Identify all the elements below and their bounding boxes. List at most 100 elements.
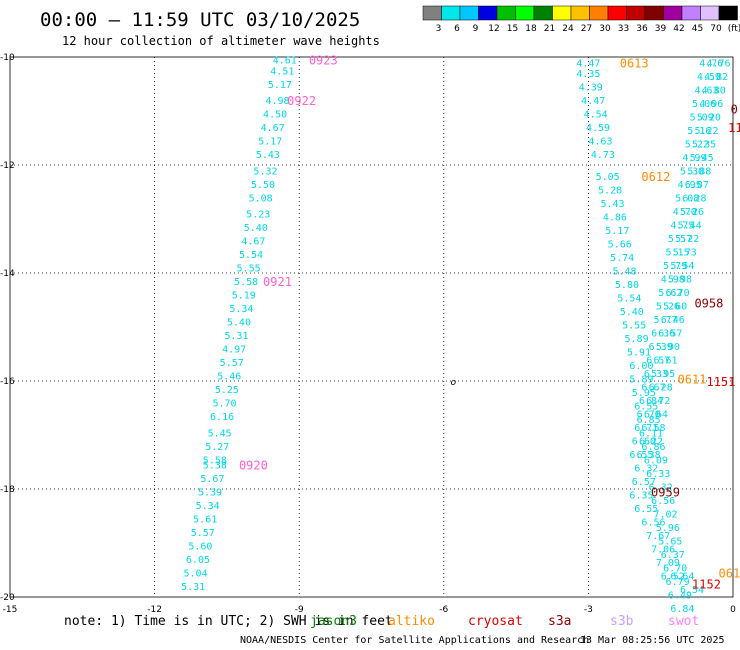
swh-value-label: 6.00 [629, 361, 653, 372]
swh-value-label: 6.67 [641, 382, 665, 393]
swh-value-label: 5.38 [203, 461, 227, 472]
swh-value-label: 5.79 [663, 261, 687, 272]
swh-value-label: 6.71 [634, 423, 658, 434]
y-tick-label: -12 [0, 161, 15, 171]
x-tick-label: -3 [584, 605, 593, 615]
swh-value-label: 5.98 [668, 274, 692, 285]
colorbar-swatch [644, 5, 664, 21]
swh-value-label: 5.08 [675, 193, 699, 204]
swh-value-label: 5.62 [658, 288, 682, 299]
swh-value-label: 6.11 [639, 428, 663, 439]
swh-value-label: 4.86 [603, 212, 627, 223]
swh-value-label: 5.65 [658, 536, 682, 547]
swh-value-label: 5.34 [196, 501, 220, 512]
swh-value-label: 5.57 [220, 358, 244, 369]
swh-value-label: 6.57 [632, 477, 656, 488]
x-tick-label: 0 [730, 605, 736, 615]
swh-value-label: 5.74 [610, 253, 634, 264]
swh-value-label: 6.70 [666, 288, 690, 299]
swh-value-label: 6.05 [186, 555, 210, 566]
swh-value-label: 5.17 [258, 137, 282, 148]
swh-value-label: 5.73 [673, 247, 697, 258]
swh-value-label: 5.40 [227, 318, 251, 329]
colorbar-swatch [570, 5, 590, 21]
colorbar-swatch [533, 5, 553, 21]
swh-value-label: 6.56 [641, 517, 665, 528]
swh-value-label: 4.67 [241, 237, 265, 248]
swh-value-label: 6.36 [651, 328, 675, 339]
swh-value-label: 7.02 [653, 509, 677, 520]
swh-value-label: 6.85 [637, 415, 661, 426]
y-tick-label: -16 [0, 377, 15, 387]
chart-subtitle: 12 hour collection of altimeter wave hei… [62, 34, 380, 48]
swh-value-label: 5.08 [249, 193, 273, 204]
colorbar-label: 42 [673, 24, 684, 34]
swh-value-label: 4.98 [661, 274, 685, 285]
swh-value-label: 4.63 [694, 85, 718, 96]
colorbar-label: 24 [562, 24, 574, 34]
pass-time-label: 1152 [692, 578, 721, 592]
swh-value-label: 6.61 [653, 355, 677, 366]
swh-value-label: 6.64 [644, 409, 668, 420]
colorbar-label: 12 [488, 24, 499, 34]
swh-value-label: 4.75 [670, 220, 694, 231]
pass-time-label: 0613 [620, 56, 649, 70]
swh-value-label: 5.31 [224, 331, 248, 342]
swh-value-label: 6.07 [685, 180, 709, 191]
y-tick-label: -18 [0, 485, 15, 495]
swh-value-label: 6.84 [639, 396, 663, 407]
generated-timestamp: 13 Mar 08:25:56 UTC 2025 [580, 635, 725, 646]
swh-value-label: 5.17 [605, 226, 629, 237]
x-tick-label: -6 [439, 605, 448, 615]
plot-axes: -15 -12 -9 -6 -3 0 -10 -12 -14 -16 -18 -20 [0, 53, 736, 615]
swh-value-label: 5.35 [692, 139, 716, 150]
track-swot: 4.614.51 5.17 4.98 4.50 4.67 5.17 5.43 5.32 5.50… [181, 54, 338, 594]
swh-value-label: 5.09 [690, 112, 714, 123]
satellite-legend: jason3 altiko cryosat s3a s3b swot [310, 614, 699, 629]
swh-value-label: 5.95 [632, 388, 656, 399]
pass-time-label: 0923 [309, 54, 338, 68]
swh-value-label: 4.82 [704, 72, 728, 83]
pass-time-label: 0921 [263, 275, 292, 289]
colorbar-label: 45 [692, 24, 703, 34]
colorbar-label: 30 [599, 24, 611, 34]
swh-value-label: 5.45 [690, 153, 714, 164]
swh-value-label: 5.66 [608, 239, 632, 250]
colorbar-label: 36 [636, 24, 648, 34]
swh-value-label: 7.09 [656, 558, 680, 569]
pass-time-label: 0611 [678, 372, 707, 386]
colorbar-swatch [681, 5, 701, 21]
colorbar-label: 9 [473, 24, 479, 34]
swh-value-label: 5.40 [244, 223, 268, 234]
swh-value-label: 5.48 [613, 266, 637, 277]
swh-value-label: 4.59 [697, 72, 721, 83]
swh-value-label: 4.80 [702, 85, 726, 96]
swh-value-label: 4.47 [581, 96, 605, 107]
swh-value-label: 5.50 [251, 180, 275, 191]
colorbar-swatch [478, 5, 498, 21]
swh-value-label: 4.98 [265, 96, 289, 107]
swh-value-label: 5.61 [193, 515, 217, 526]
swh-value-label: 5.54 [617, 293, 641, 304]
pass-time-label: 061 [719, 567, 740, 581]
swh-value-label: 5.55 [237, 264, 261, 275]
swh-value-label: 6.22 [639, 436, 663, 447]
swh-value-label: 4.97 [222, 345, 246, 356]
swh-value-label: 5.26 [656, 301, 680, 312]
plot-frame [9, 56, 734, 598]
swh-value-label: 6.46 [661, 315, 685, 326]
swh-value-label: 4.70 [673, 207, 697, 218]
center-marker-glyph: o [451, 378, 457, 388]
swh-value-label: 4.67 [261, 123, 285, 134]
swh-value-label: 5.60 [663, 301, 687, 312]
swh-value-label: 5.57 [668, 234, 692, 245]
colorbar-label: 39 [655, 24, 667, 34]
legend-item-cryosat: cryosat [468, 614, 523, 629]
swh-value-label: 5.25 [215, 385, 239, 396]
swh-value-label: 5.22 [694, 126, 718, 137]
colorbar-label: 70 [710, 24, 722, 34]
swh-value-label: 5.43 [256, 150, 280, 161]
swh-value-label: 5.54 [239, 250, 263, 261]
swh-value-label: 6.16 [210, 412, 234, 423]
y-tick-label: -10 [0, 53, 15, 63]
